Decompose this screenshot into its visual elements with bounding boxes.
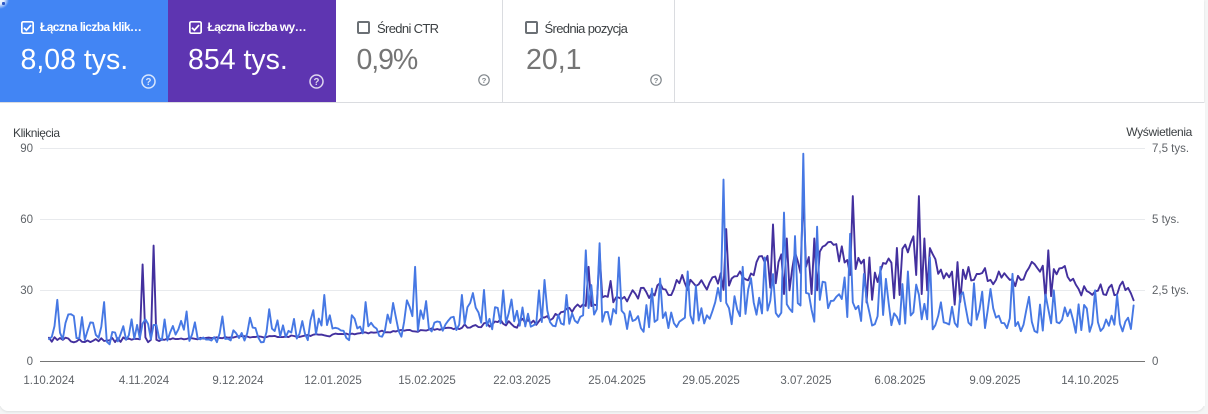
svg-text:5 tys.: 5 tys.	[1152, 214, 1179, 226]
svg-text:12.01.2025: 12.01.2025	[304, 375, 362, 387]
svg-text:4.11.2024: 4.11.2024	[119, 375, 170, 387]
svg-text:?: ?	[145, 77, 151, 88]
svg-text:30: 30	[20, 285, 33, 297]
svg-text:9.09.2025: 9.09.2025	[969, 375, 1020, 387]
svg-text:?: ?	[313, 77, 319, 88]
svg-text:29.05.2025: 29.05.2025	[682, 375, 740, 387]
svg-text:60: 60	[20, 214, 33, 226]
svg-text:Kliknięcia: Kliknięcia	[13, 126, 60, 140]
svg-text:1.10.2024: 1.10.2024	[23, 375, 75, 387]
svg-text:90: 90	[20, 143, 33, 155]
svg-text:3.07.2025: 3.07.2025	[780, 375, 831, 387]
svg-text:25.04.2025: 25.04.2025	[588, 375, 646, 387]
svg-text:15.02.2025: 15.02.2025	[398, 375, 456, 387]
svg-text:0: 0	[27, 356, 33, 368]
svg-text:?: ?	[653, 76, 658, 85]
svg-text:9.12.2024: 9.12.2024	[212, 375, 264, 387]
svg-text:22.03.2025: 22.03.2025	[493, 375, 551, 387]
svg-text:6.08.2025: 6.08.2025	[874, 375, 925, 387]
svg-text:2,5 tys.: 2,5 tys.	[1152, 285, 1189, 297]
svg-text:?: ?	[481, 76, 486, 85]
svg-text:7,5 tys.: 7,5 tys.	[1152, 143, 1189, 155]
svg-text:Wyświetlenia: Wyświetlenia	[1126, 125, 1192, 139]
svg-text:0: 0	[1152, 356, 1158, 368]
svg-text:14.10.2025: 14.10.2025	[1061, 375, 1119, 387]
